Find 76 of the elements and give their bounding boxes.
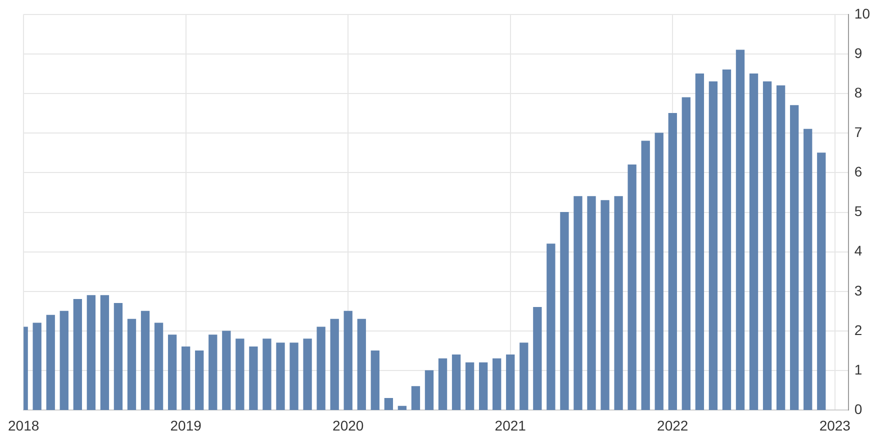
bar bbox=[641, 140, 650, 410]
bar bbox=[168, 334, 177, 410]
x-tick-label: 2020 bbox=[332, 417, 364, 434]
y-tick-label: 6 bbox=[854, 164, 862, 180]
bar bbox=[560, 212, 569, 410]
bar bbox=[46, 314, 55, 410]
bar bbox=[100, 295, 110, 410]
y-tick-label: 3 bbox=[854, 282, 862, 298]
bar bbox=[506, 354, 515, 410]
y-tick-label: 10 bbox=[854, 5, 870, 22]
bar bbox=[357, 318, 366, 410]
bar bbox=[614, 196, 623, 410]
x-tick-label: 2019 bbox=[170, 417, 202, 434]
bar bbox=[628, 164, 636, 410]
bar bbox=[60, 310, 68, 410]
bar bbox=[520, 342, 528, 410]
y-tick-label: 0 bbox=[854, 401, 862, 418]
bar bbox=[73, 299, 82, 410]
bar bbox=[384, 398, 393, 410]
bar bbox=[140, 310, 150, 410]
bar bbox=[492, 358, 502, 410]
y-tick-label: 1 bbox=[854, 361, 862, 378]
bar bbox=[290, 342, 298, 410]
y-tick-label: 9 bbox=[854, 44, 862, 61]
bar bbox=[222, 330, 231, 410]
bar bbox=[316, 326, 326, 410]
bar bbox=[398, 406, 407, 410]
bar bbox=[533, 306, 542, 410]
bar bbox=[276, 342, 285, 410]
bar bbox=[452, 354, 461, 410]
x-tick-label: 2022 bbox=[657, 417, 688, 434]
bar bbox=[600, 200, 610, 410]
bar bbox=[668, 113, 677, 410]
bar bbox=[790, 105, 799, 410]
bar bbox=[195, 350, 204, 410]
bar bbox=[411, 386, 420, 410]
x-tick-label: 2023 bbox=[819, 417, 851, 434]
bar bbox=[262, 338, 272, 410]
bar bbox=[762, 81, 772, 410]
bar bbox=[546, 244, 556, 410]
bar bbox=[749, 73, 758, 410]
bar bbox=[465, 362, 474, 410]
bar bbox=[695, 73, 704, 410]
bar bbox=[236, 338, 244, 410]
bar bbox=[804, 128, 812, 410]
bar bbox=[722, 69, 732, 410]
y-tick-label: 2 bbox=[854, 322, 862, 338]
bar bbox=[438, 358, 448, 410]
bar bbox=[587, 196, 596, 410]
bar bbox=[208, 334, 218, 410]
bar bbox=[114, 303, 123, 410]
bar bbox=[303, 338, 312, 410]
x-tick-label: 2021 bbox=[494, 417, 526, 434]
bar bbox=[776, 85, 786, 410]
bar bbox=[736, 50, 745, 410]
bar bbox=[370, 350, 380, 410]
bar bbox=[574, 196, 582, 410]
bar bbox=[86, 295, 96, 410]
bar bbox=[654, 132, 664, 410]
x-tick-label: 2018 bbox=[8, 417, 40, 434]
bar bbox=[817, 152, 826, 410]
y-tick-label: 4 bbox=[854, 242, 862, 259]
bar bbox=[330, 318, 339, 410]
bar bbox=[708, 81, 718, 410]
bar bbox=[127, 318, 136, 410]
bar bbox=[424, 370, 434, 410]
y-tick-label: 7 bbox=[854, 124, 862, 140]
bar bbox=[344, 310, 352, 410]
bar bbox=[249, 346, 258, 410]
bar bbox=[682, 97, 690, 410]
bar bbox=[479, 362, 488, 410]
bar bbox=[182, 346, 190, 410]
bar bbox=[154, 322, 164, 410]
y-tick-label: 5 bbox=[854, 203, 862, 220]
y-tick-label: 8 bbox=[854, 84, 862, 100]
bar bbox=[32, 322, 42, 410]
